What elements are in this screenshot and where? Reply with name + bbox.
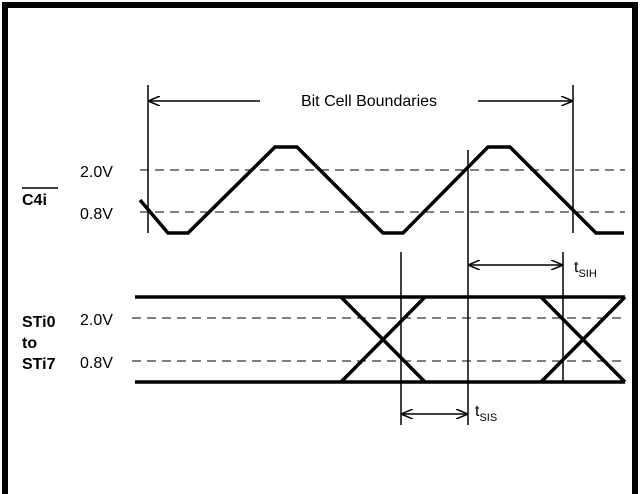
clock-high-voltage-label: 2.0V	[80, 164, 113, 181]
clock-signal-name: C4i	[22, 192, 47, 209]
data-high-voltage-label: 2.0V	[80, 312, 113, 329]
bit-cell-label: Bit Cell Boundaries	[301, 93, 437, 110]
clock-waveform	[138, 145, 624, 235]
setup-time-label: tSIS	[475, 403, 497, 424]
hold-time-label: tSIH	[574, 259, 597, 280]
clock-low-voltage-label: 0.8V	[80, 206, 113, 223]
data-signal-name-line2: to	[22, 335, 37, 352]
data-waveform	[135, 295, 627, 384]
data-signal-name-line1: STi0	[22, 314, 56, 331]
data-signal-name-line3: STi7	[22, 356, 56, 373]
data-low-voltage-label: 0.8V	[80, 355, 113, 372]
